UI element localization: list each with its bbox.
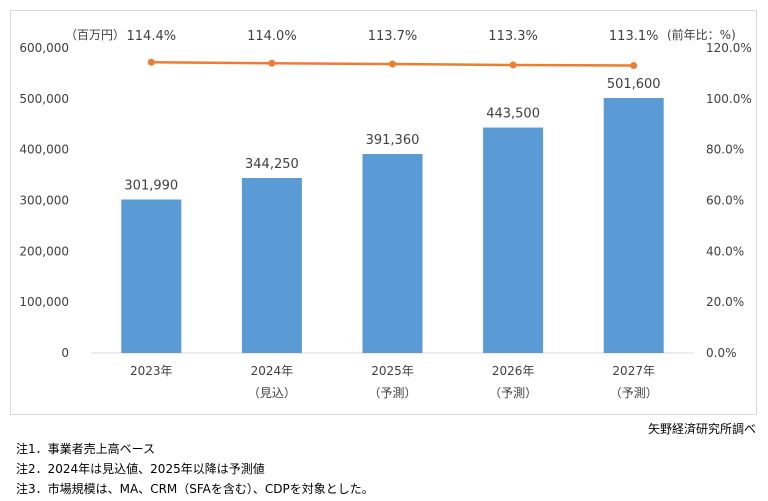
y-left-tick-label: 300,000	[19, 194, 69, 208]
y-right-tick-label: 40.0%	[706, 244, 744, 258]
bar	[483, 127, 544, 353]
y-left-tick-label: 100,000	[19, 295, 69, 309]
x-tick-sublabel: （予測）	[610, 386, 658, 400]
bar	[362, 154, 423, 353]
x-tick-sublabel: （予測）	[489, 386, 537, 400]
line-data-label: 113.3%	[488, 29, 538, 44]
y-left-tick-label: 400,000	[19, 143, 69, 157]
bar	[241, 178, 302, 353]
y-left-tick-label: 200,000	[19, 244, 69, 258]
x-tick-label: 2023年	[130, 364, 173, 378]
bar-data-label: 391,360	[366, 133, 420, 148]
left-axis-unit: （百万円）	[65, 28, 126, 42]
y-right-tick-label: 20.0%	[706, 295, 744, 309]
y-right-tick-label: 0.0%	[706, 346, 737, 360]
y-left-tick-label: 600,000	[19, 41, 69, 55]
x-tick-sublabel: （見込）	[248, 386, 296, 400]
footnote: 注1．事業者売上高ベース	[16, 442, 156, 456]
y-right-tick-label: 120.0%	[706, 41, 752, 55]
bar-data-label: 501,600	[607, 77, 661, 92]
line-point	[630, 62, 638, 70]
bar	[121, 199, 182, 353]
x-tick-label: 2026年	[492, 364, 535, 378]
line-point	[389, 60, 396, 68]
line-data-label: 114.0%	[247, 29, 297, 44]
y-left-tick-label: 0	[61, 346, 69, 360]
line-data-label: 113.7%	[368, 29, 418, 44]
x-tick-sublabel: （予測）	[368, 386, 416, 400]
line-point	[268, 59, 276, 67]
line-data-label: 113.1%	[609, 29, 659, 44]
footnote: 注2．2024年は見込値、2025年以降は予測値	[16, 462, 265, 476]
bar-data-label: 443,500	[486, 107, 540, 122]
y-right-tick-label: 100.0%	[706, 92, 752, 106]
source-credit: 矢野経済研究所調べ	[647, 422, 756, 436]
combo-chart: 0 100,000 200,000 300,000 400,000 500,000 600,…	[19, 29, 752, 400]
line-data-label: 114.4%	[127, 29, 177, 44]
line-point	[509, 61, 517, 69]
x-tick-label: 2027年	[612, 364, 655, 378]
bar	[603, 98, 664, 354]
line-point	[147, 58, 155, 66]
y-left-tick-label: 500,000	[19, 92, 69, 106]
y-right-tick-label: 80.0%	[706, 143, 744, 157]
x-tick-label: 2024年	[251, 364, 294, 378]
right-axis-unit: (前年比：%)	[667, 28, 736, 42]
chart-frame: 0 100,000 200,000 300,000 400,000 500,000 600,…	[10, 10, 757, 415]
x-tick-label: 2025年	[371, 364, 414, 378]
y-right-tick-label: 60.0%	[706, 194, 744, 208]
footnote: 注3．市場規模は、MA、CRM（SFAを含む）、CDPを対象とした。	[16, 482, 374, 496]
bar-data-label: 301,990	[124, 178, 178, 193]
bar-data-label: 344,250	[245, 157, 299, 172]
